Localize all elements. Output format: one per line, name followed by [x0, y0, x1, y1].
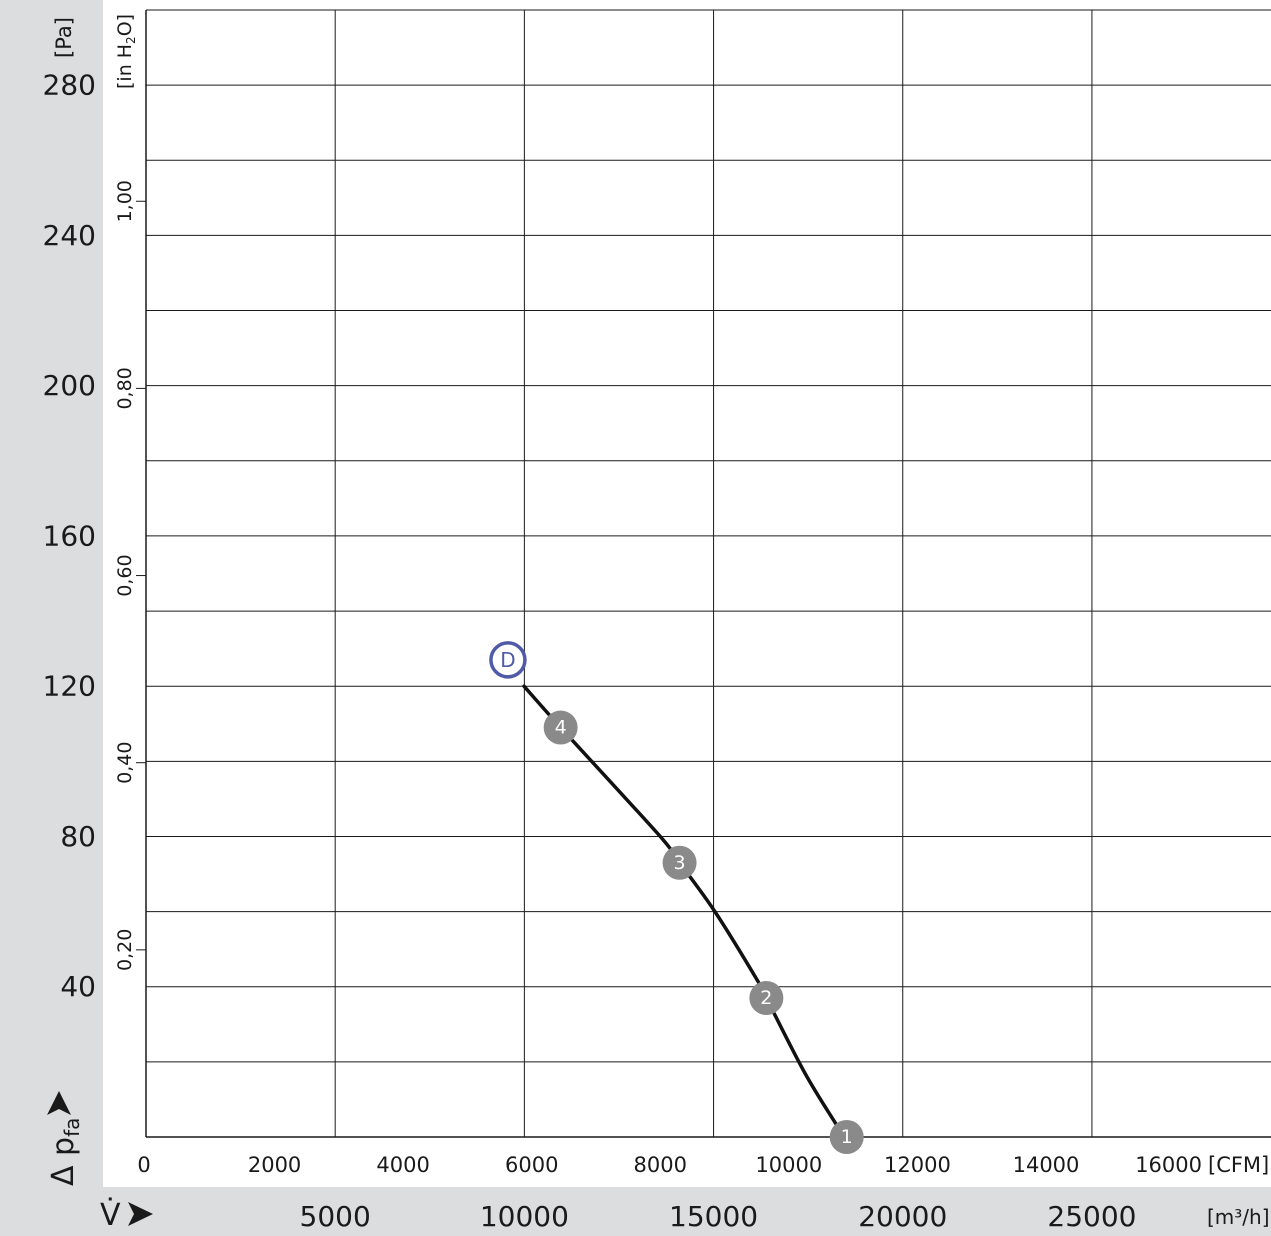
pa-tick-label: 280 — [43, 69, 96, 102]
operating-point-3: 3 — [662, 845, 697, 880]
operating-point-4: 4 — [543, 710, 578, 745]
cfm-tick-labels: 0 2000 4000 6000 8000 10000 12000 14000 16000 — [137, 1153, 1202, 1177]
inh2o-tick-label: 0,60 — [114, 554, 136, 596]
operating-point-1: 1 — [829, 1120, 864, 1154]
cfm-tick-label: 4000 — [376, 1153, 429, 1177]
pa-tick-labels: 40 80 120 160 200 240 280 — [43, 69, 96, 1004]
y-axis-label-sub: fa — [60, 1118, 84, 1137]
cfm-tick-label: 8000 — [634, 1153, 687, 1177]
operating-point-2: 2 — [749, 981, 784, 1016]
plot-background — [146, 10, 1271, 1137]
cfm-tick-label: 14000 — [1013, 1153, 1080, 1177]
cfm-unit: [CFM] — [1208, 1153, 1269, 1177]
cfm-tick-label: 12000 — [884, 1153, 951, 1177]
pa-tick-label: 240 — [43, 219, 96, 252]
performance-curve — [522, 684, 839, 1128]
m3h-tick-label: 15000 — [669, 1200, 758, 1233]
inh2o-tick-label: 1,00 — [114, 180, 136, 222]
m3h-tick-label: 5000 — [300, 1200, 371, 1233]
m3h-tick-label: 10000 — [480, 1200, 569, 1233]
cfm-tick-label: 16000 — [1135, 1153, 1202, 1177]
design-point-label: D — [500, 648, 515, 672]
operating-point-marker — [829, 1120, 864, 1154]
y-axis-label: Δ pfa — [46, 1118, 84, 1186]
cfm-tick-label: 6000 — [505, 1153, 558, 1177]
pa-tick-label: 200 — [43, 369, 96, 402]
cfm-tick-label: 10000 — [755, 1153, 822, 1177]
design-point: D — [489, 641, 527, 679]
inh2o-unit-main: [in H — [114, 44, 136, 89]
inh2o-tick-label: 0,40 — [114, 742, 136, 784]
inh2o-unit-sub: 2 — [124, 36, 138, 44]
pa-tick-label: 160 — [43, 519, 96, 552]
inh2o-unit: [in H2O] — [114, 14, 138, 89]
cfm-tick-label: 2000 — [248, 1153, 301, 1177]
m3h-unit: [m³/h] — [1207, 1205, 1270, 1229]
operating-point-label: 1 — [841, 1126, 853, 1148]
x-axis-label: V̇ — [100, 1198, 121, 1233]
operating-point-label: 2 — [760, 987, 772, 1009]
bottom-axis-panel — [0, 1187, 1271, 1236]
design-point-marker — [489, 641, 527, 679]
pa-unit: [Pa] — [52, 17, 76, 58]
m3h-tick-label: 20000 — [858, 1200, 947, 1233]
pa-tick-label: 40 — [60, 970, 96, 1003]
inh2o-tick-label: 0,20 — [114, 929, 136, 971]
grid — [145, 9, 1271, 1138]
cfm-tick-label: 0 — [137, 1153, 150, 1177]
inh2o-tick-label: 0,80 — [114, 367, 136, 409]
inh2o-tick-labels: 0,20 0,40 0,60 0,80 1,00 — [114, 180, 146, 971]
operating-point-marker — [662, 845, 697, 880]
x-axis-arrow-icon — [128, 1202, 153, 1226]
operating-point-label: 4 — [555, 717, 567, 739]
y-axis-label-main: Δ p — [46, 1137, 81, 1186]
pa-tick-label: 80 — [60, 820, 96, 853]
operating-point-label: 3 — [674, 852, 686, 874]
y-axis-arrow-icon — [47, 1091, 71, 1115]
m3h-tick-label: 25000 — [1047, 1200, 1136, 1233]
operating-points: 1 2 3 4 — [543, 710, 864, 1154]
inh2o-unit-end: O] — [114, 14, 136, 36]
operating-point-marker — [749, 981, 784, 1016]
left-axis-panel — [0, 0, 103, 1236]
pa-tick-label: 120 — [43, 670, 96, 703]
operating-point-marker — [543, 710, 578, 745]
m3h-tick-labels: 5000 10000 15000 20000 25000 — [300, 1200, 1137, 1233]
